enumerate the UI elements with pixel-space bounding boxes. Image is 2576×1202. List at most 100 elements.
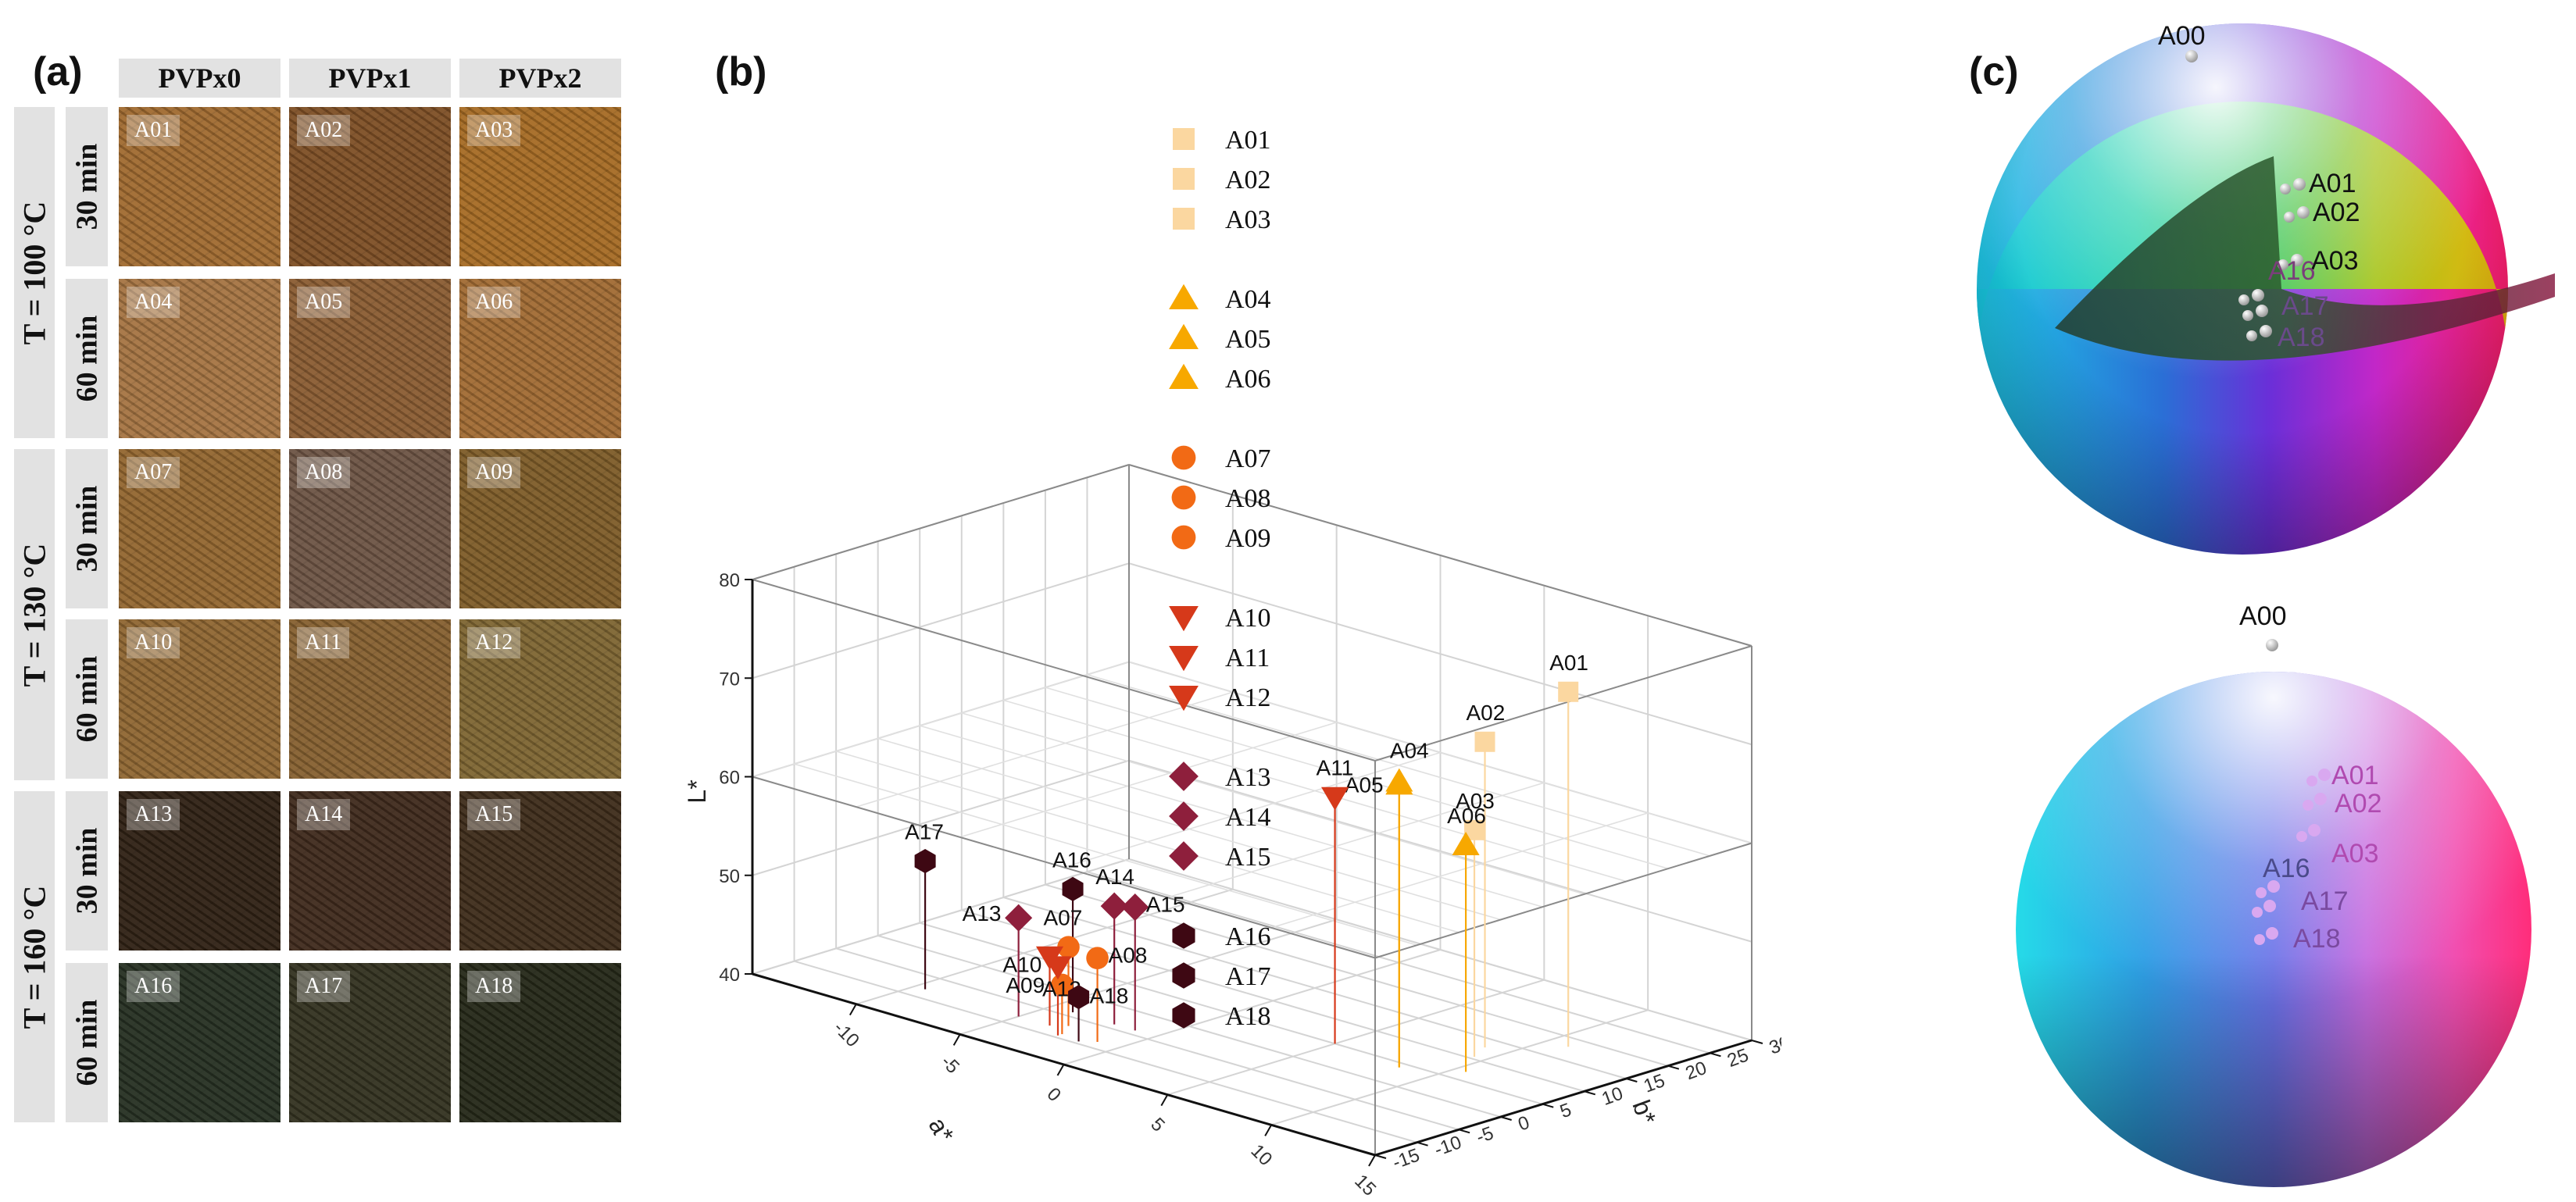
weave-texture [289, 107, 451, 266]
legend-label: A18 [1225, 1002, 1271, 1031]
swatch-label: A13 [127, 799, 180, 830]
sample-marker [2185, 50, 2198, 62]
point-label: A04 [1390, 739, 1429, 763]
grid-line [752, 661, 1130, 778]
x-tick [1264, 1124, 1273, 1136]
point-label: A13 [963, 901, 1002, 926]
swatch-label: A14 [297, 799, 351, 830]
weave-texture [289, 791, 451, 951]
sphere-point-label: A17 [2301, 886, 2349, 916]
box-edge [752, 776, 1376, 959]
weave-texture [459, 279, 621, 438]
column-header: PVPx0 [119, 59, 280, 98]
fabric-swatch: A08 [289, 449, 451, 608]
weave-texture [289, 963, 451, 1122]
legend-marker [1173, 168, 1195, 190]
weave-texture [459, 619, 621, 779]
data-point [1044, 956, 1072, 980]
data-point [1068, 985, 1090, 1010]
fabric-swatch: A01 [119, 107, 280, 266]
sample-marker [2306, 776, 2317, 786]
y-axis-title: b* [1627, 1097, 1661, 1129]
swatch-label: A01 [127, 115, 180, 146]
sample-marker [2297, 206, 2310, 219]
sphere-point-label: A00 [2239, 601, 2287, 631]
y-tick [1667, 1065, 1680, 1070]
data-point [1086, 947, 1109, 970]
data-point [1005, 904, 1033, 932]
temperature-label: T = 160 °C [16, 885, 52, 1029]
y-axis [1374, 1039, 1752, 1157]
legend-label: A03 [1225, 205, 1271, 234]
swatch-label: A02 [297, 115, 351, 146]
panel-c-letter: (c) [1969, 49, 2019, 95]
weave-texture [119, 791, 280, 951]
sphere-point-label: A02 [2335, 789, 2382, 819]
x-axis-title: a* [924, 1112, 959, 1147]
point-label: A11 [1317, 756, 1354, 780]
sample-marker [2314, 793, 2327, 805]
sample-marker [2263, 900, 2276, 912]
data-point [1474, 731, 1495, 752]
fabric-swatch: A02 [289, 107, 451, 266]
grid-line [1063, 949, 1441, 1065]
fabric-swatch: A03 [459, 107, 621, 266]
z-tick-label: 50 [719, 866, 740, 887]
grid-line [752, 562, 1130, 679]
grid-line [1270, 1009, 1649, 1126]
data-point [1321, 786, 1349, 811]
legend-marker [1169, 801, 1199, 831]
x-tick [1056, 1064, 1065, 1076]
swatch-label: A11 [297, 627, 350, 658]
swatch-label: A05 [297, 287, 351, 318]
weave-texture [119, 449, 280, 608]
sphere-point-label: A18 [2293, 924, 2341, 954]
grid-line [1003, 699, 1627, 883]
weave-texture [119, 107, 280, 266]
legend-marker [1169, 762, 1199, 791]
grid-line [835, 947, 1459, 1131]
grid-line [856, 691, 1234, 808]
point-label: A18 [1090, 984, 1129, 1008]
time-header: 60 min [66, 279, 108, 438]
temperature-header: T = 160 °C [14, 791, 55, 1122]
swatch-label: A03 [467, 115, 521, 146]
swatch-label: A06 [467, 287, 521, 318]
fabric-swatch: A06 [459, 279, 621, 438]
sample-marker [2303, 800, 2313, 811]
point-label: A10 [1002, 953, 1041, 977]
sample-marker [2256, 305, 2268, 317]
panel-b-letter: (b) [715, 49, 767, 95]
weave-texture [119, 619, 280, 779]
point-label: A15 [1146, 893, 1185, 917]
legend-marker [1172, 1002, 1195, 1029]
box-edge [1374, 645, 1752, 762]
legend-label: A11 [1225, 644, 1270, 672]
sample-marker [2252, 289, 2264, 301]
grid-line [919, 725, 1543, 908]
grid-line [835, 751, 1459, 933]
sample-marker [2280, 184, 2291, 194]
legend: A01 A02 A03 A04 A05 A06 A07 A08 A09 A10 A11 A12 A13 A… [1169, 126, 1271, 1031]
legend-label: A09 [1225, 524, 1271, 553]
weave-texture [459, 107, 621, 266]
swatch-label: A10 [127, 627, 180, 658]
grid-line [1270, 812, 1649, 929]
swatch-label: A18 [467, 971, 521, 1002]
fabric-swatch: A13 [119, 791, 280, 951]
grid-line [961, 909, 1585, 1093]
fabric-swatch: A16 [119, 963, 280, 1122]
point-label: A07 [1043, 906, 1082, 930]
time-header: 30 min [66, 449, 108, 608]
z-tick-label: 80 [719, 570, 740, 591]
point-label: A03 [1456, 789, 1495, 813]
panel-c: (c) [1953, 0, 2576, 1202]
z-axis-title: L* [683, 779, 711, 803]
grid-line [752, 759, 1130, 876]
time-label: 30 min [70, 827, 104, 915]
fabric-swatch: A09 [459, 449, 621, 608]
swatch-label: A09 [467, 457, 521, 488]
grid-line [959, 722, 1337, 838]
y-tick [1458, 1129, 1470, 1134]
